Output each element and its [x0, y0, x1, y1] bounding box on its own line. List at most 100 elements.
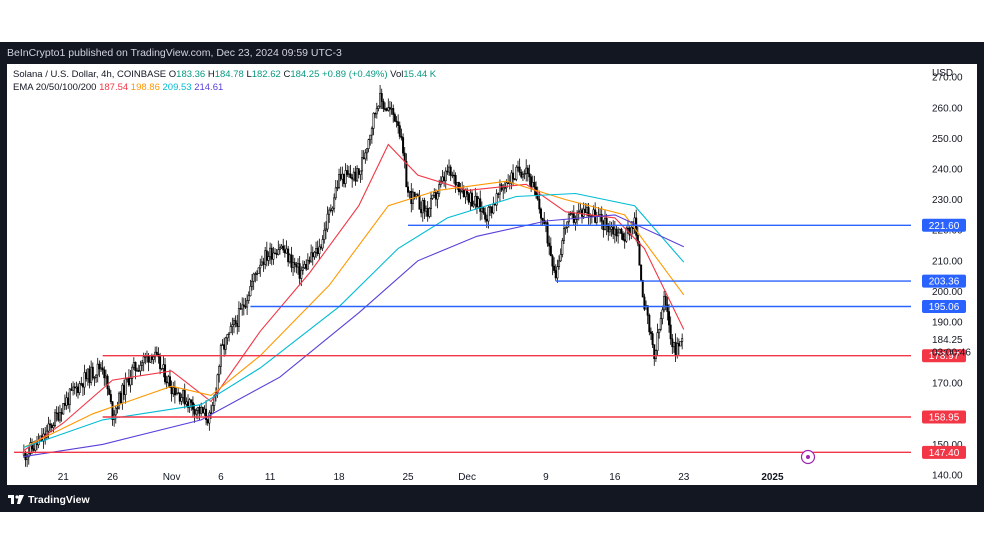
candle-body	[516, 166, 519, 169]
candle-body	[267, 256, 270, 261]
candle-body	[88, 368, 91, 383]
candle-body	[136, 370, 139, 372]
tradingview-logo[interactable]: TradingView	[8, 494, 90, 506]
time-axis[interactable]: 21 26 Nov 6 11 18 25 Dec 9 16 23 2025	[58, 472, 784, 483]
candle-body	[467, 193, 470, 203]
candle-body	[531, 182, 534, 188]
candle-body	[98, 363, 101, 370]
candle-body	[403, 152, 406, 162]
candle-body	[249, 286, 252, 297]
candle-body	[572, 213, 575, 223]
candle-body	[116, 407, 119, 410]
candle-body	[533, 182, 536, 188]
candle-body	[461, 189, 464, 192]
candle-body	[67, 397, 70, 405]
candle-body	[210, 412, 213, 414]
candle-body	[63, 403, 66, 406]
candle-body	[518, 166, 521, 173]
candle-body	[54, 412, 57, 426]
candle-body	[208, 412, 211, 424]
candle-body	[293, 262, 296, 265]
candle-body	[75, 386, 78, 389]
candle-body	[484, 212, 487, 220]
candle-body	[237, 308, 240, 327]
go-to-realtime-button[interactable]	[800, 449, 816, 465]
candle-body	[658, 329, 661, 333]
candle-body	[246, 300, 249, 308]
candle-body	[587, 207, 590, 217]
level-price-tag	[922, 445, 966, 459]
candle-body	[384, 108, 387, 110]
candle-body	[127, 377, 130, 386]
candle-body	[406, 186, 409, 193]
candle-body	[664, 296, 667, 306]
candle-body	[622, 233, 625, 241]
candle-body	[397, 121, 400, 126]
candle-body	[408, 191, 411, 193]
candle-body	[101, 367, 104, 371]
candle-body	[282, 245, 285, 251]
candle-body	[577, 211, 580, 214]
candle-body	[451, 174, 454, 177]
candle-body	[561, 240, 564, 255]
candle-body	[651, 333, 654, 345]
candle-body	[269, 247, 272, 257]
candle-body	[433, 192, 436, 196]
candle-body	[334, 187, 337, 199]
candle-body	[475, 196, 478, 208]
time-tick-label: 26	[107, 472, 119, 483]
price-chart[interactable]: 140.00150.00160.00170.00180.00190.00200.…	[7, 64, 977, 485]
chart-area[interactable]: 140.00150.00160.00170.00180.00190.00200.…	[7, 64, 977, 485]
candle-body	[173, 387, 176, 396]
candle-body	[569, 213, 572, 215]
candle-body	[436, 193, 439, 200]
candle-body	[387, 107, 390, 111]
candle-body	[423, 199, 426, 212]
candle-body	[287, 248, 290, 263]
candle-body	[324, 228, 327, 231]
candle-body	[428, 208, 431, 217]
candle-body	[231, 324, 234, 327]
chart-frame: BeInCrypto1 published on TradingView.com…	[0, 42, 984, 512]
candle-body	[379, 93, 382, 107]
ema-line-20	[23, 143, 685, 451]
time-tick-label: 25	[402, 472, 414, 483]
candle-body	[27, 453, 30, 458]
candle-body	[429, 198, 432, 209]
candle-body	[663, 296, 666, 311]
level-price-tag	[922, 218, 966, 232]
candle-body	[654, 350, 657, 360]
candle-body	[469, 192, 472, 203]
candle-body	[346, 170, 349, 175]
candle-body	[395, 120, 398, 123]
candle-body	[349, 173, 352, 178]
time-tick-label: Dec	[458, 472, 476, 483]
candle-body	[648, 314, 651, 333]
candle-body	[185, 401, 188, 405]
current-price-label: 184.25	[932, 335, 963, 346]
candle-body	[344, 170, 347, 184]
candle-body	[323, 229, 326, 240]
candle-body	[479, 198, 482, 212]
candle-body	[319, 246, 322, 249]
candle-body	[661, 309, 664, 320]
candle-body	[510, 172, 513, 183]
candle-body	[421, 199, 424, 214]
candle-body	[203, 408, 206, 414]
candle-body	[297, 263, 300, 268]
publish-info: BeInCrypto1 published on TradingView.com…	[7, 47, 342, 59]
candle-body	[100, 367, 103, 370]
level-price-label: 221.60	[929, 221, 960, 232]
candle-body	[636, 235, 639, 244]
candle-body	[608, 228, 611, 233]
candle-body	[265, 250, 268, 261]
candle-body	[574, 219, 577, 223]
candle-body	[487, 206, 490, 222]
candle-body	[671, 338, 674, 348]
candle-body	[392, 108, 395, 115]
candle-body	[144, 356, 147, 358]
candle-body	[311, 252, 314, 258]
time-tick-label: 16	[609, 472, 621, 483]
candle-body	[122, 384, 125, 395]
candle-body	[443, 176, 446, 182]
